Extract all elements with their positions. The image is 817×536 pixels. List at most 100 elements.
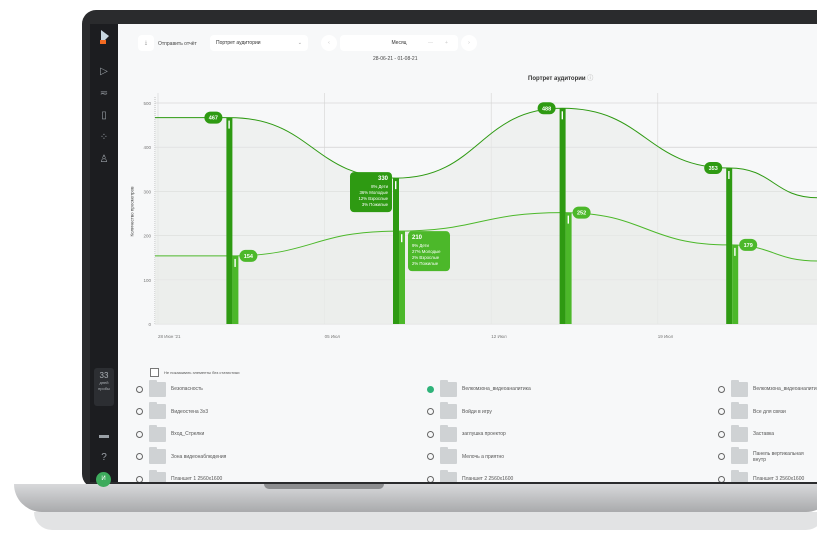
y-tick-label: 300	[143, 189, 151, 194]
data-label: 179	[744, 243, 753, 249]
trial-badge: 33 дней пробы	[94, 368, 114, 406]
person-icon	[395, 181, 397, 190]
zoom-out-icon[interactable]: —	[428, 40, 433, 46]
laptop-base	[14, 484, 817, 530]
tooltip-line: 27% Молодые	[412, 249, 441, 254]
y-tick-label: 0	[148, 322, 151, 327]
data-label-pill	[704, 161, 723, 174]
trial-days: 33	[99, 371, 109, 380]
list-item[interactable]: Планшет 3 2560х1600	[718, 469, 805, 482]
radio-button[interactable]	[718, 408, 725, 415]
y-tick-label: 500	[143, 101, 151, 106]
list-item[interactable]: заглушка проектор	[427, 424, 506, 442]
bar	[726, 167, 733, 324]
radio-button[interactable]	[718, 475, 725, 482]
folder-icon	[149, 447, 166, 464]
radio-button[interactable]	[136, 430, 143, 438]
x-tick-label: 05 Июл	[325, 334, 341, 339]
prev-period-button[interactable]: ‹	[321, 35, 337, 51]
series-area	[155, 212, 817, 324]
list-item[interactable]: Велкомзона_видеоаналитика	[718, 379, 817, 397]
list-item[interactable]: Планшет 2 2560х1600	[427, 469, 514, 482]
radio-button[interactable]	[427, 408, 434, 415]
y-tick-label: 400	[143, 145, 151, 150]
hide-empty-checkbox[interactable]	[150, 367, 159, 377]
item-label: Безопасность	[171, 386, 203, 392]
folder-icon	[440, 379, 457, 397]
send-report-button[interactable]: Отправить отчёт	[158, 41, 197, 47]
list-item[interactable]: Панель вертикальная внутр	[718, 447, 817, 464]
person-icon	[561, 111, 563, 120]
list-item[interactable]: Все для связи	[718, 402, 786, 419]
item-label: заглушка проектор	[462, 431, 506, 437]
loader-icon[interactable]: ⁘	[99, 132, 109, 143]
report-select[interactable]: Портрет аудитории ⌄	[210, 35, 308, 51]
logo-icon[interactable]	[98, 30, 110, 44]
list-item[interactable]: Заставка	[718, 424, 774, 442]
chevron-down-icon: ⌄	[297, 40, 302, 46]
radio-button[interactable]	[427, 475, 434, 482]
period-select[interactable]: Месяц — +	[340, 35, 458, 51]
list-item[interactable]: Вход_Стрелки	[136, 424, 204, 442]
radio-button[interactable]	[136, 385, 143, 393]
avatar[interactable]: И	[96, 472, 111, 487]
data-label-pill	[204, 111, 223, 124]
item-label: Планшет 2 2560х1600	[462, 476, 514, 482]
zoom-in-icon[interactable]: +	[445, 40, 448, 46]
main-screen: ⤓ Отправить отчёт Портрет аудитории ⌄ ‹ М…	[118, 24, 817, 482]
date-range: 28-06-21 - 01-08-21	[373, 56, 418, 62]
list-item[interactable]: Мелочь а приятно	[427, 447, 504, 464]
radio-button[interactable]	[718, 385, 725, 393]
tooltip-line: 2% Пожилые	[412, 261, 439, 266]
x-tick-label: 12 Июл	[491, 334, 507, 339]
list-item[interactable]: Планшет 1 2560х1600	[136, 469, 223, 482]
filter-icon[interactable]: ≂	[99, 88, 109, 99]
sidebar: ▷ ≂ ▯ ⁘ ♙ ▬ ?	[90, 24, 118, 482]
radio-button[interactable]	[427, 385, 434, 393]
bar	[393, 178, 399, 324]
folder-icon	[731, 469, 748, 482]
radio-button[interactable]	[136, 408, 143, 415]
list-item[interactable]: Зона видеонаблюдения	[136, 447, 226, 464]
tooltip-line: 8% Дети	[371, 184, 389, 189]
data-label: 252	[577, 211, 586, 217]
bar	[226, 117, 233, 324]
file-icon[interactable]: ▯	[101, 110, 107, 121]
item-label: Все для связи	[753, 408, 786, 415]
next-period-button[interactable]: ›	[461, 35, 477, 51]
tooltip-value: 210	[412, 235, 423, 241]
person-icon	[728, 170, 730, 179]
help-icon[interactable]: ?	[101, 452, 107, 463]
download-button[interactable]: ⤓	[138, 35, 154, 51]
radio-button[interactable]	[427, 430, 434, 438]
x-tick-label: 28 Июн '21	[158, 334, 181, 339]
tooltip-value: 330	[378, 176, 389, 182]
radio-button[interactable]	[427, 453, 434, 460]
user-icon[interactable]: ♙	[99, 154, 109, 165]
play-icon[interactable]: ▷	[100, 66, 108, 77]
list-item[interactable]: Велкомзона_видеоаналитика	[427, 379, 531, 397]
radio-button[interactable]	[718, 453, 725, 460]
radio-button[interactable]	[718, 430, 725, 438]
folder-icon	[731, 447, 748, 464]
monitor-icon[interactable]: ▬	[99, 430, 109, 441]
radio-button[interactable]	[136, 453, 143, 460]
folder-icon	[149, 402, 166, 419]
list-item[interactable]: Войди в игру	[427, 402, 492, 419]
item-label: Планшет 3 2560х1600	[753, 476, 805, 482]
tooltip-line: 12% Взрослые	[358, 196, 388, 201]
data-label: 353	[709, 166, 718, 172]
radio-button[interactable]	[136, 475, 143, 482]
list-item[interactable]: Безопасность	[136, 379, 203, 397]
trial-label: дней	[99, 380, 109, 385]
tooltip-line: 36% Молодые	[359, 190, 388, 195]
data-label-pill	[537, 102, 556, 115]
data-label-pill	[739, 238, 758, 251]
info-icon[interactable]: ⓘ	[587, 76, 594, 82]
bar	[732, 244, 739, 324]
bar	[565, 212, 572, 324]
list-item[interactable]: Видеостена 3х3	[136, 402, 209, 419]
item-label: Видеостена 3х3	[171, 408, 209, 415]
item-label: Планшет 1 2560х1600	[171, 476, 223, 482]
hide-empty-checkbox-row[interactable]: Не показывать элементы без статистики	[150, 365, 239, 379]
